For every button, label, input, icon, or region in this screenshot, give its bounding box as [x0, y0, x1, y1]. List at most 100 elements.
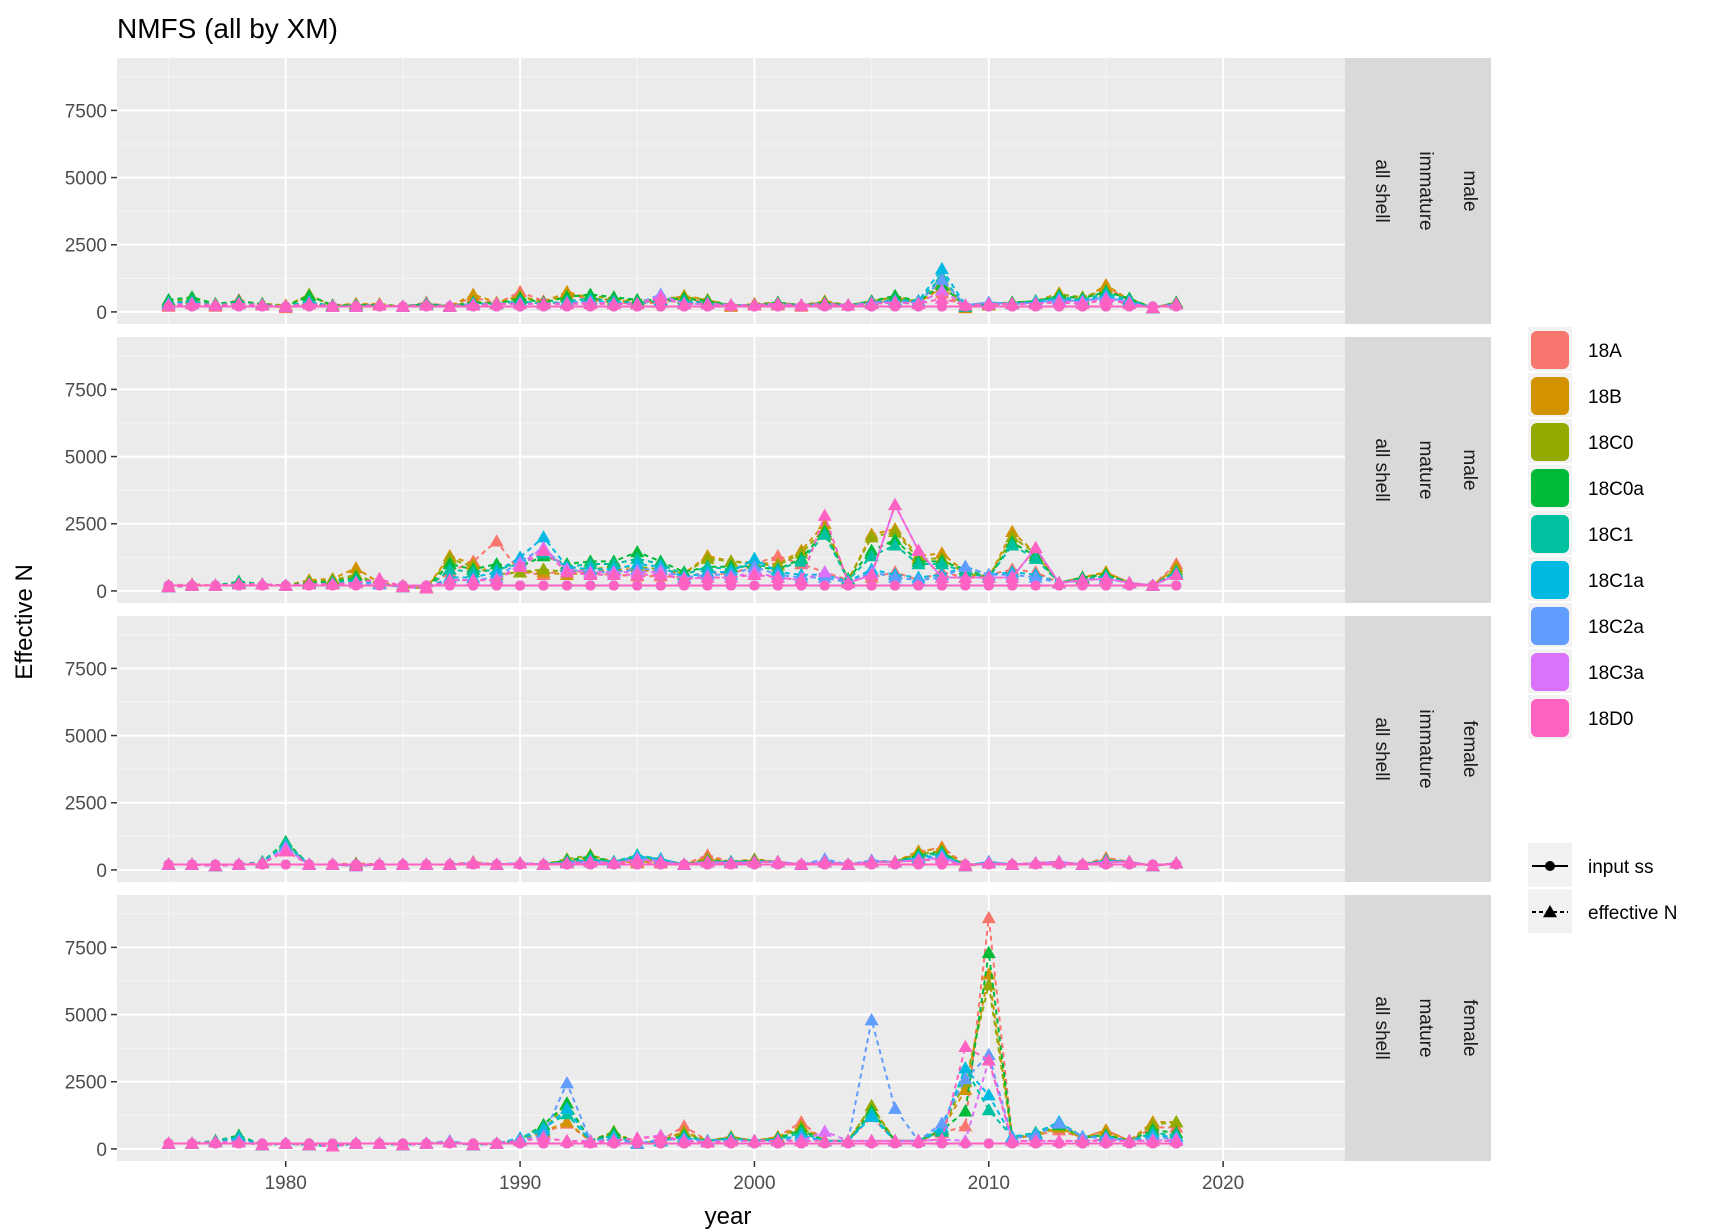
input-ss-point — [374, 580, 385, 591]
effective-n-point — [888, 570, 903, 583]
facet-strip-label: immature — [1415, 709, 1436, 788]
input-ss-point — [257, 1138, 268, 1149]
legend: 18A 18B 18C0 18C0a 18C1 18C1a 18C2a 18C3a 18D0 in… — [1528, 327, 1677, 933]
y-tick-label: 0 — [96, 303, 107, 324]
input-ss-point — [960, 1138, 971, 1149]
series-18D0 — [161, 291, 1184, 314]
input-ss-point — [1007, 301, 1018, 312]
input-ss-point — [890, 301, 901, 312]
panel-background — [117, 895, 1345, 1161]
input-ss-point — [1030, 1138, 1041, 1149]
effective-n-point — [864, 530, 879, 543]
effective-n-line — [168, 546, 1177, 590]
input-ss-point — [608, 1138, 619, 1149]
y-tick-label: 2500 — [65, 1073, 107, 1094]
legend-swatch-18C0a — [1531, 469, 1569, 507]
input-ss-point — [772, 301, 783, 312]
input-ss-point — [1100, 301, 1111, 312]
input-ss-point — [444, 859, 455, 870]
effective-n-point — [1169, 1115, 1184, 1128]
input-ss-point — [397, 580, 408, 591]
effective-n-point — [630, 544, 645, 558]
input-ss-point — [1124, 1138, 1135, 1149]
legend-label: 18C1a — [1588, 571, 1644, 592]
input-ss-point — [585, 1138, 596, 1149]
effective-n-point — [278, 844, 293, 857]
input-ss-point — [397, 301, 408, 312]
input-ss-point — [257, 859, 268, 870]
input-ss-point — [1124, 859, 1135, 870]
input-ss-point — [327, 859, 338, 870]
input-ss-point — [655, 859, 666, 870]
input-ss-point — [890, 580, 901, 591]
input-ss-point — [280, 580, 291, 591]
effective-n-point — [934, 1116, 949, 1129]
facet-strip-label: female — [1459, 999, 1480, 1056]
series-18D0 — [161, 1039, 1184, 1152]
input-ss-point — [374, 859, 385, 870]
input-ss-point — [772, 1138, 783, 1149]
input-ss-point — [608, 580, 619, 591]
input-ss-point — [983, 301, 994, 312]
legend-swatch-18A — [1531, 331, 1569, 369]
input-ss-point — [726, 1138, 736, 1149]
legend-triangle-marker — [1543, 905, 1557, 918]
effective-n-point — [958, 559, 973, 572]
legend-swatch-18C1 — [1531, 515, 1569, 553]
effective-n-point — [864, 1109, 879, 1122]
input-ss-point — [913, 859, 924, 870]
effective-n-line — [168, 297, 1177, 309]
input-ss-point — [1100, 859, 1111, 870]
input-ss-point — [1100, 580, 1111, 591]
input-ss-point — [702, 580, 713, 591]
input-ss-point — [444, 301, 455, 312]
input-ss-point — [1054, 580, 1065, 591]
input-ss-point — [561, 580, 572, 591]
input-ss-point — [632, 580, 643, 591]
effective-n-point — [911, 543, 926, 556]
effective-n-point — [817, 1124, 832, 1137]
effective-n-point — [559, 1101, 574, 1114]
input-ss-point — [632, 301, 643, 312]
input-ss-point — [538, 1138, 549, 1149]
effective-n-line — [168, 502, 1177, 590]
x-axis: 1980 1990 2000 2010 2020 — [265, 1161, 1244, 1194]
input-ss-point — [210, 859, 221, 870]
x-tick-label: 2000 — [733, 1173, 775, 1194]
x-tick-label: 2020 — [1202, 1173, 1244, 1194]
input-ss-point — [1054, 1138, 1065, 1149]
panel-background — [117, 616, 1345, 882]
input-ss-point — [679, 580, 690, 591]
effective-n-point — [888, 1101, 903, 1114]
effective-n-point — [700, 551, 715, 564]
effective-n-point — [583, 567, 598, 581]
input-ss-point — [585, 301, 596, 312]
effective-n-line — [168, 1045, 1177, 1148]
legend-swatch-18C1a — [1531, 561, 1569, 599]
effective-n-point — [653, 567, 668, 581]
input-ss-point — [327, 580, 338, 591]
input-ss-point — [726, 580, 736, 591]
facet-strip-label: all shell — [1371, 717, 1392, 780]
effective-n-point — [934, 291, 949, 304]
input-ss-point — [890, 1138, 901, 1149]
input-ss-point — [819, 859, 830, 870]
input-ss-point — [1054, 301, 1065, 312]
input-ss-point — [749, 580, 760, 591]
y-tick-label: 7500 — [65, 380, 107, 401]
input-ss-point — [843, 301, 854, 312]
input-ss-point — [726, 859, 736, 870]
input-ss-point — [233, 301, 244, 312]
series-18D0 — [161, 497, 1184, 594]
effective-n-point — [817, 508, 832, 521]
input-ss-point — [679, 859, 690, 870]
input-ss-point — [819, 580, 830, 591]
effective-n-point — [934, 570, 949, 583]
effective-n-point — [747, 551, 762, 564]
effective-n-point — [559, 1115, 574, 1128]
input-ss-point — [1030, 859, 1041, 870]
effective-n-point — [817, 527, 832, 540]
y-axis-title: Effective N — [11, 564, 38, 680]
effective-n-point — [536, 530, 551, 543]
input-ss-point — [304, 859, 315, 870]
